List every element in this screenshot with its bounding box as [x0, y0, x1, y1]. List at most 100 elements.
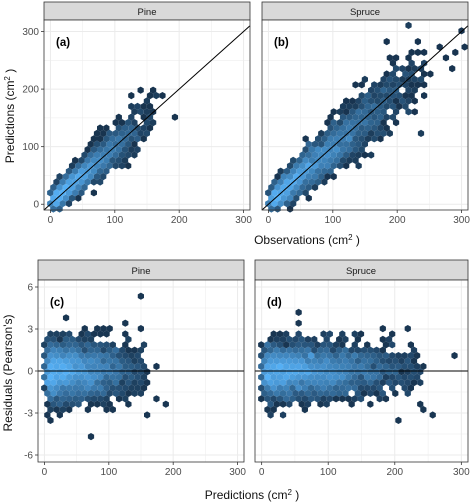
hexbin-cell — [343, 140, 350, 148]
hexbin-cell — [405, 97, 412, 105]
x-tick-label: 300 — [235, 215, 252, 226]
hexbin-cell — [330, 108, 337, 116]
hexbin-cell — [103, 352, 110, 360]
hexbin-cell — [290, 167, 297, 175]
hexbin-cell — [308, 373, 315, 381]
hexbin-cell — [72, 395, 79, 403]
hexbin-cell — [339, 135, 347, 143]
hexbin-cell — [389, 113, 397, 121]
hexbin-cell — [392, 379, 399, 387]
strip-label-spruce-bottom: Spruce — [346, 266, 376, 277]
hexbin-cell — [379, 325, 386, 333]
hexbin-cell — [273, 379, 280, 387]
hexbin-cell — [336, 119, 344, 127]
hexbin-cell — [267, 368, 274, 376]
hexbin-cell — [81, 325, 88, 333]
hexbin-cell — [121, 156, 129, 164]
hexbin-cell — [315, 146, 322, 154]
hexbin-cell — [106, 162, 113, 170]
hexbin-cell — [289, 373, 296, 381]
hexbin-cell — [367, 400, 374, 408]
hexbin-cell — [261, 379, 268, 387]
hexbin-cell — [342, 335, 349, 343]
hexbin-cell — [382, 362, 390, 370]
hexbin-cell — [128, 384, 135, 392]
hexbin-cell — [62, 389, 70, 397]
hexbin-cell — [354, 379, 361, 387]
hexbin-cell — [100, 368, 107, 376]
hexbin-cell — [348, 346, 355, 354]
hexbin-cell — [283, 373, 290, 381]
hexbin-cell — [97, 124, 104, 132]
hexbin-cell — [408, 81, 415, 89]
hexbin-cell — [404, 379, 411, 387]
hexbin-cell — [50, 379, 57, 387]
hexbin-cell — [461, 43, 468, 51]
hexbin-cell — [421, 70, 428, 78]
hexbin-cell — [56, 205, 63, 213]
hexbin-cell — [53, 384, 60, 392]
hexbin-cell — [122, 352, 129, 360]
hexbin-cell — [53, 200, 60, 208]
hexbin-cell — [279, 411, 287, 419]
hexbin-cell — [368, 129, 375, 137]
hexbin-cell — [137, 357, 144, 365]
hexbin-cell — [270, 341, 277, 349]
hexbin-cell — [261, 368, 268, 376]
hexbin-cell — [383, 102, 390, 110]
hexbin-cell — [122, 373, 129, 381]
hexbin-cell — [134, 352, 141, 360]
hexbin-cell — [336, 140, 344, 148]
hexbin-cell — [357, 330, 365, 338]
hexbin-cell — [134, 362, 141, 370]
hexbin-cell — [343, 97, 350, 105]
hexbin-cell — [87, 357, 95, 365]
x-tick-label: 200 — [165, 467, 182, 478]
hexbin-cell — [69, 389, 76, 397]
hexbin-cell — [408, 48, 415, 56]
hexbin-cell — [109, 373, 116, 381]
hexbin-cell — [371, 124, 378, 132]
hexbin-cell — [308, 156, 315, 164]
hexbin-cell — [273, 400, 280, 408]
hexbin-cell — [379, 368, 386, 376]
hexbin-cell — [364, 102, 372, 110]
hexbin-cell — [315, 135, 322, 143]
hexbin-cell — [47, 373, 54, 381]
hexbin-cell — [100, 129, 107, 137]
hexbin-cell — [66, 352, 73, 360]
hexbin-cell — [429, 411, 436, 419]
hexbin-cell — [69, 357, 76, 365]
hexbin-cell — [364, 362, 371, 370]
x-tick-label: 200 — [386, 467, 403, 478]
hexbin-cell — [153, 362, 160, 370]
hexbin-cell — [283, 395, 290, 403]
hexbin-cell — [118, 129, 126, 137]
hexbin-cell — [273, 368, 280, 376]
hexbin-cell — [283, 341, 290, 349]
hexbin-cell — [47, 406, 54, 414]
hexbin-cell — [87, 400, 95, 408]
hexbin-cell — [97, 167, 104, 175]
hexbin-cell — [137, 368, 144, 376]
hexbin-cell — [336, 162, 344, 170]
hexbin-cell — [50, 183, 57, 191]
hexbin-cell — [329, 368, 337, 376]
hexbin-cell — [125, 346, 132, 354]
hexbin-cell — [407, 341, 414, 349]
hexbin-cell — [50, 400, 57, 408]
hexbin-cell — [376, 362, 383, 370]
hexbin-cell — [367, 346, 374, 354]
hexbin-cell — [333, 124, 340, 132]
hexbin-cell — [295, 330, 302, 338]
hexbin-cell — [295, 319, 302, 327]
hexbin-cell — [90, 167, 97, 175]
hexbin-cell — [364, 135, 372, 143]
hexbin-cell — [106, 346, 113, 354]
hexbin-cell — [298, 346, 305, 354]
hexbin-cell — [143, 97, 150, 105]
top-x-axis-title: Observations (cm2 ) — [254, 233, 360, 247]
hexbin-cell — [68, 173, 76, 181]
y-tick-label: -6 — [24, 451, 33, 462]
